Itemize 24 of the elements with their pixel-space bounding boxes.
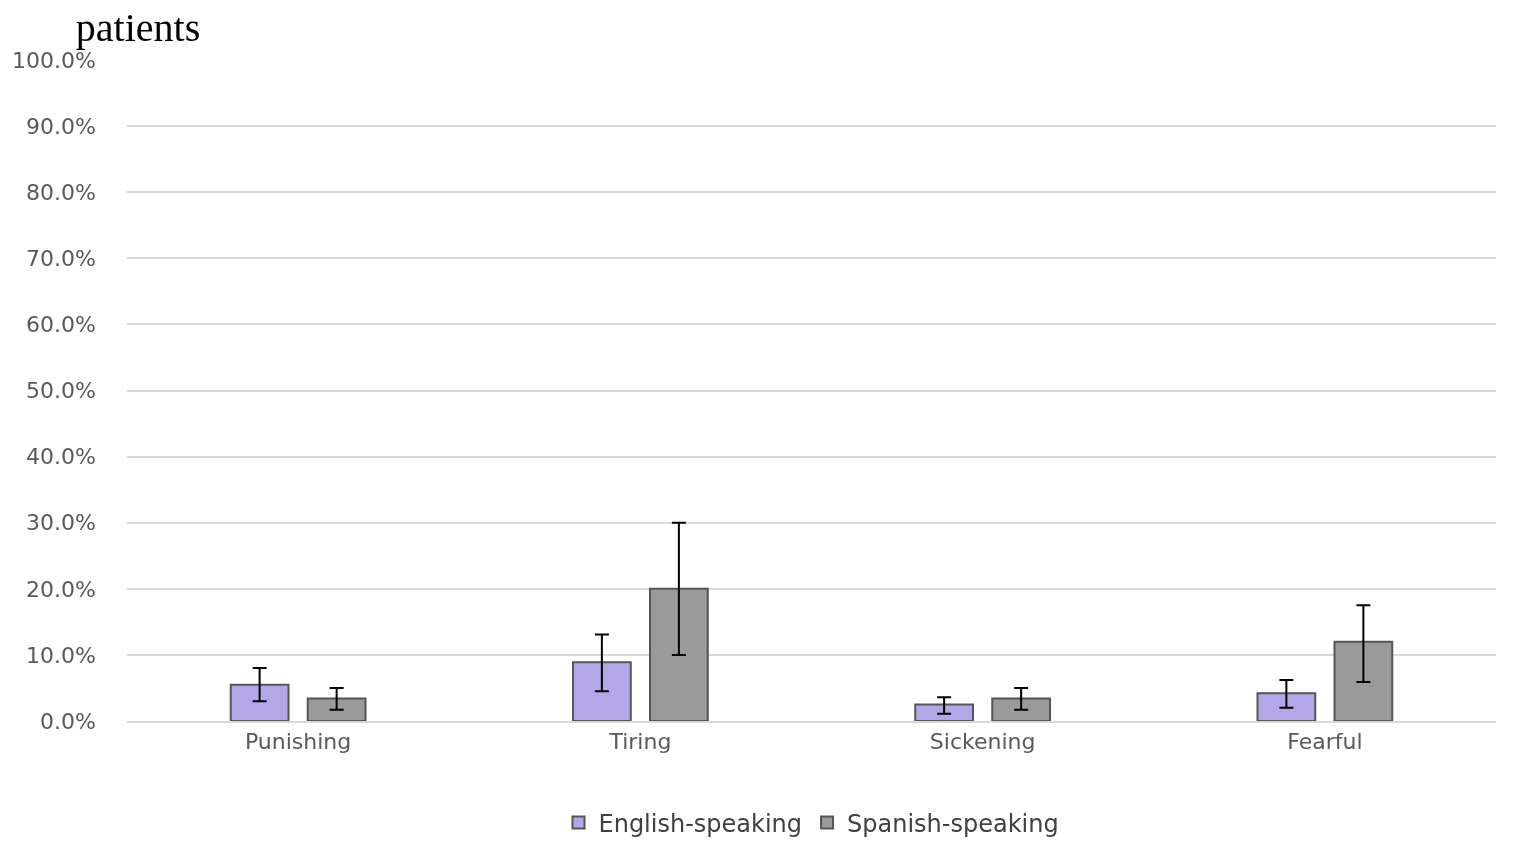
- y-tick-label: 90.0%: [26, 113, 96, 139]
- y-tick-label: 80.0%: [26, 179, 96, 205]
- x-tick-label: Fearful: [1287, 729, 1363, 755]
- x-tick-label: Sickening: [929, 729, 1036, 755]
- bar: [649, 587, 709, 721]
- y-tick-label: 10.0%: [26, 642, 96, 668]
- y-tick-label: 50.0%: [26, 378, 96, 404]
- bar: [991, 697, 1052, 721]
- y-tick-label: 60.0%: [26, 312, 96, 338]
- bar: [914, 703, 974, 721]
- bar: [1256, 692, 1317, 721]
- y-tick-label: 0.0%: [40, 708, 96, 734]
- bar: [229, 683, 290, 721]
- y-tick-label: 20.0%: [26, 576, 96, 602]
- y-tick-label: 30.0%: [26, 510, 96, 536]
- bar: [306, 697, 367, 721]
- y-tick-label: 40.0%: [26, 444, 96, 470]
- x-tick-label: Tiring: [608, 729, 672, 755]
- bar: [1333, 640, 1394, 721]
- legend-label: Spanish-speaking: [847, 809, 1059, 838]
- y-tick-label: 70.0%: [26, 246, 96, 271]
- bar: [571, 661, 632, 721]
- legend-label: English-speaking: [598, 809, 803, 838]
- x-tick-label: Punishing: [244, 729, 352, 755]
